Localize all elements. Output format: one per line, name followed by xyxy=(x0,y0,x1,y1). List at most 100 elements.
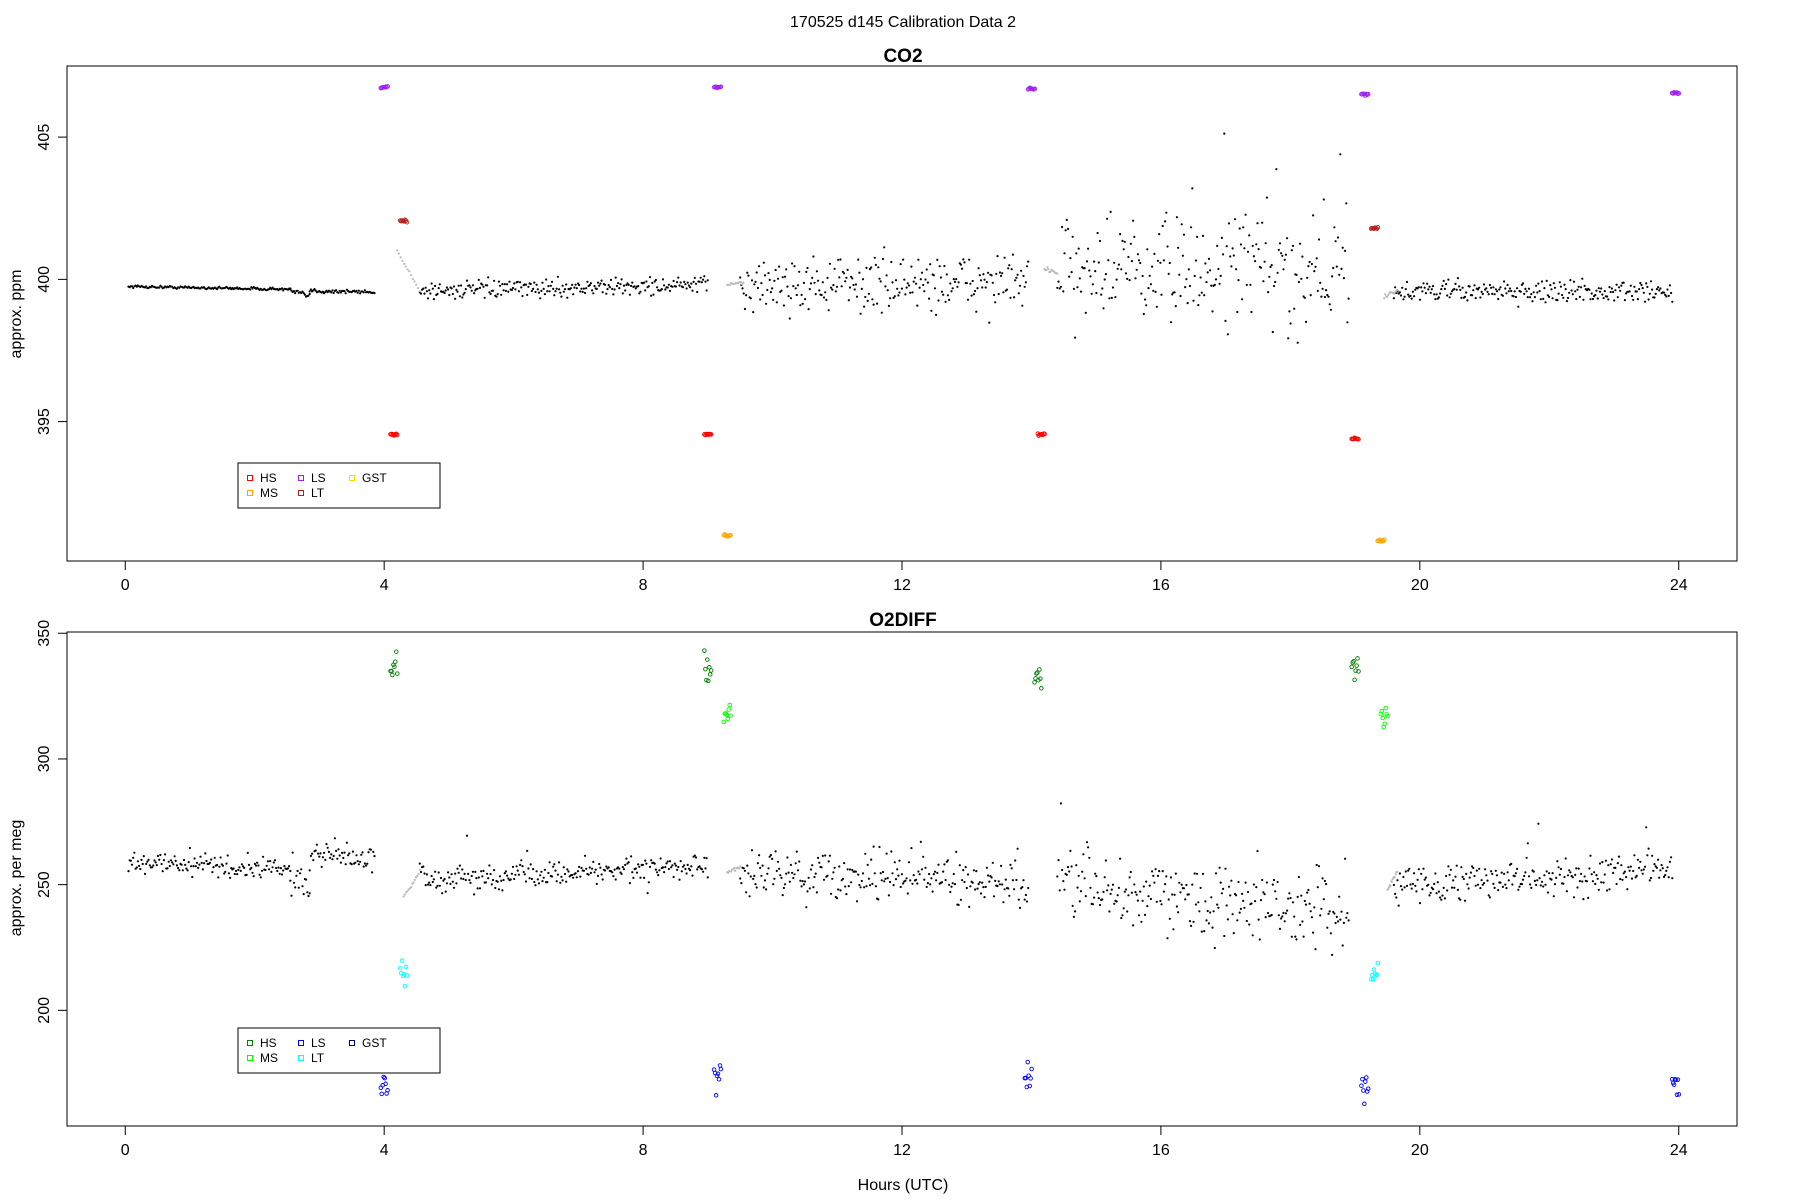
co2-ambient-point xyxy=(483,296,486,299)
o2diff-ambient-point xyxy=(496,880,499,883)
o2diff-ambient-point xyxy=(347,854,350,857)
o2diff-ambient-point xyxy=(1558,873,1561,876)
o2diff-ambient-point xyxy=(774,850,777,853)
o2diff-ambient-point xyxy=(977,883,980,886)
o2diff-ambient-point xyxy=(200,861,203,865)
o2diff-ambient-point xyxy=(700,868,704,871)
co2-ambient-point xyxy=(818,289,821,292)
co2-ambient-point xyxy=(985,281,989,284)
o2diff-flush-point xyxy=(413,878,416,882)
o2diff-ambient-point xyxy=(785,872,788,875)
o2diff-ambient-point xyxy=(527,867,530,870)
o2diff-ambient-point xyxy=(809,868,813,871)
co2-ambient-point xyxy=(1293,307,1296,310)
co2-ambient-point xyxy=(463,291,466,294)
o2diff-flush-point xyxy=(733,866,736,870)
co2-ambient-point xyxy=(1110,296,1113,299)
co2-ambient-point xyxy=(1443,287,1446,290)
co2-cal-point-ls xyxy=(718,84,724,89)
o2diff-ambient-point xyxy=(979,892,983,895)
o2diff-ambient-point xyxy=(907,861,911,864)
co2-flush-point xyxy=(413,280,416,283)
co2-ambient-point xyxy=(681,286,685,289)
co2-ambient-point xyxy=(1249,283,1252,286)
co2-ambient-point xyxy=(520,286,523,289)
o2diff-ambient-point xyxy=(1647,847,1650,850)
co2-legend-swatch xyxy=(298,490,304,496)
o2diff-ambient-point xyxy=(320,865,323,869)
co2-ambient-point xyxy=(1530,293,1533,296)
o2diff-legend-swatch xyxy=(247,1055,253,1061)
o2diff-ambient-point xyxy=(454,872,457,875)
co2-ambient-point xyxy=(1255,243,1258,246)
co2-ambient-point xyxy=(1299,242,1302,245)
co2-ambient-point xyxy=(1071,235,1074,238)
o2diff-cal-point-ls xyxy=(717,1063,723,1068)
o2diff-ambient-point xyxy=(621,866,624,869)
o2diff-flush-point xyxy=(1393,876,1396,879)
o2diff-ambient-point xyxy=(1636,858,1639,861)
co2-ambient-point xyxy=(593,285,596,288)
o2diff-cal-point-ls xyxy=(379,1091,384,1097)
o2diff-ambient-point xyxy=(1223,934,1226,938)
o2diff-cal-point-hs xyxy=(1352,677,1357,683)
o2diff-ambient-point xyxy=(1434,872,1437,875)
o2diff-ambient-point xyxy=(167,860,170,863)
o2diff-ambient-point xyxy=(292,881,296,884)
co2-ambient-point xyxy=(465,279,469,282)
co2-ambient-point xyxy=(943,264,946,268)
co2-ambient-point xyxy=(666,286,669,289)
o2diff-ambient-point xyxy=(458,864,461,867)
o2diff-ambient-point xyxy=(1617,855,1621,858)
o2diff-ambient-point xyxy=(948,883,951,886)
o2diff-ambient-point xyxy=(1660,864,1663,867)
co2-ambient-point xyxy=(920,271,924,274)
o2diff-ambient-point xyxy=(1320,907,1323,910)
o2diff-ambient-point xyxy=(326,846,329,849)
o2diff-legend-label: LS xyxy=(311,1036,326,1050)
co2-ambient-point xyxy=(563,288,567,291)
o2diff-ambient-point xyxy=(1322,898,1325,901)
co2-ambient-point xyxy=(1290,249,1293,252)
co2-ambient-point xyxy=(476,287,479,290)
o2diff-ambient-point xyxy=(553,863,556,866)
o2diff-ambient-point xyxy=(1422,867,1425,870)
o2diff-ambient-point xyxy=(926,882,930,885)
co2-ambient-point xyxy=(1320,295,1323,298)
co2-ambient-point xyxy=(1106,217,1109,220)
co2-ambient-point xyxy=(1275,168,1278,171)
co2-ambient-point xyxy=(1577,285,1580,288)
o2diff-ambient-point xyxy=(1593,871,1596,874)
co2-ambient-point xyxy=(794,287,797,290)
o2diff-ambient-point xyxy=(371,871,374,874)
o2diff-ambient-point xyxy=(321,856,324,859)
o2diff-ambient-point xyxy=(1264,916,1267,919)
co2-ambient-point xyxy=(782,304,786,307)
o2diff-ambient-point xyxy=(184,863,187,867)
co2-ambient-point xyxy=(1434,298,1437,301)
o2diff-ambient-point xyxy=(943,863,946,866)
o2diff-cal-point-ls xyxy=(381,1074,386,1080)
o2diff-ambient-point xyxy=(1548,872,1551,875)
co2-ambient-point xyxy=(1471,294,1474,297)
o2diff-ambient-point xyxy=(172,863,175,866)
co2-ambient-point xyxy=(1140,292,1143,295)
co2-ambient-point xyxy=(923,290,926,293)
o2diff-ambient-point xyxy=(748,895,751,898)
o2diff-ambient-point xyxy=(1187,893,1190,896)
o2diff-ambient-point xyxy=(848,868,852,871)
co2-ambient-point xyxy=(913,276,917,279)
co2-ambient-point xyxy=(905,286,908,289)
o2diff-ambient-point xyxy=(1595,874,1598,877)
co2-ambient-point xyxy=(798,270,801,273)
co2-ambient-point xyxy=(1558,281,1561,284)
o2diff-ambient-point xyxy=(760,874,763,877)
co2-ambient-point xyxy=(1244,213,1247,216)
co2-ambient-point xyxy=(938,265,941,268)
o2diff-ambient-point xyxy=(488,864,491,867)
o2diff-ambient-point xyxy=(1308,902,1311,905)
co2-ambient-point xyxy=(678,284,681,287)
o2diff-ambient-point xyxy=(1668,860,1671,863)
o2diff-legend-label: LT xyxy=(311,1051,325,1065)
co2-ambient-point xyxy=(865,266,868,269)
